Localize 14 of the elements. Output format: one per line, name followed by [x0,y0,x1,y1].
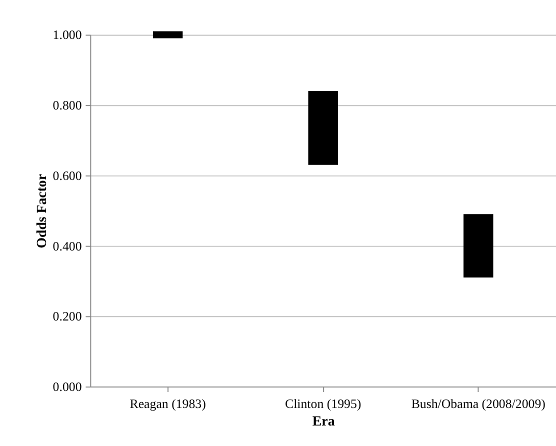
y-tick-label: 0.800 [52,98,82,113]
y-tick-label: 0.000 [52,380,82,394]
x-tick-label: Bush/Obama (2008/2009) [411,396,546,411]
x-axis-title: Era [312,414,335,430]
y-tick-label: 0.600 [52,168,82,183]
x-tick-label: Reagan (1983) [130,396,206,411]
y-axis-title: Odds Factor [34,174,50,248]
x-tick-label: Clinton (1995) [285,396,362,411]
y-tick-label: 0.200 [52,310,82,324]
y-tick-label: 0.400 [52,239,82,254]
bar [464,214,494,278]
bar [308,91,338,165]
bar [152,31,183,38]
y-tick-label: 1.000 [52,28,82,42]
